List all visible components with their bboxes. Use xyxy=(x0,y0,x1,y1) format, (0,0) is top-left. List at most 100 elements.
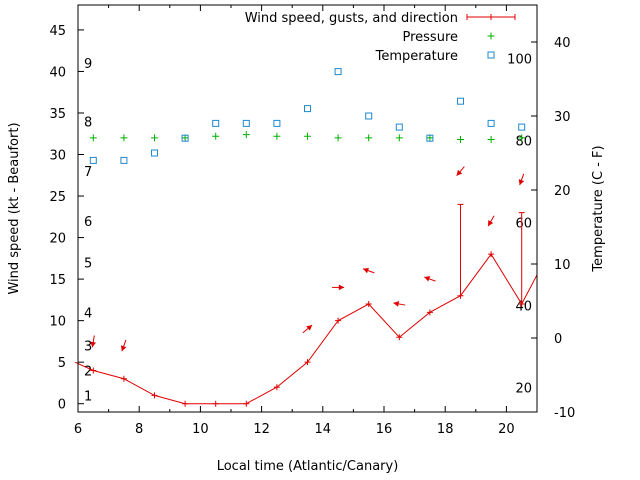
y-tick-label: 25 xyxy=(49,190,66,205)
temperature-point xyxy=(518,123,526,131)
wind-speed-point xyxy=(396,334,403,341)
beaufort-label: 9 xyxy=(84,57,92,72)
beaufort-label: 2 xyxy=(84,364,92,379)
x-tick-label: 8 xyxy=(135,422,143,437)
wind-speed-point xyxy=(182,400,189,407)
temperature-point xyxy=(395,123,403,131)
legend-pressure-marker xyxy=(487,32,495,40)
wind-speed-line xyxy=(74,253,538,405)
wind-direction-arrowhead xyxy=(488,220,494,227)
temperature-point xyxy=(273,119,281,127)
y2-tick-label: 0 xyxy=(554,332,562,347)
temperature-point xyxy=(334,68,342,76)
wind-speed-point xyxy=(90,367,97,374)
wind-direction-arrowhead xyxy=(393,301,400,307)
pressure-point xyxy=(242,131,250,139)
fahrenheit-label: 40 xyxy=(515,299,532,314)
y-tick-label: 10 xyxy=(49,315,66,330)
wind-direction-arrowhead xyxy=(424,276,431,282)
legend-wind-label: Wind speed, gusts, and direction xyxy=(245,11,458,26)
wind-direction-arrowhead xyxy=(363,267,369,274)
beaufort-label: 7 xyxy=(84,165,92,180)
y2-axis-title: Temperature (C - F) xyxy=(591,145,606,272)
x-tick-label: 10 xyxy=(192,422,209,437)
temperature-point xyxy=(181,134,189,142)
x-tick-label: 12 xyxy=(253,422,270,437)
temperature-point xyxy=(151,149,158,157)
y-tick-label: 30 xyxy=(49,149,66,164)
pressure-point xyxy=(273,132,281,140)
y-tick-label: 0 xyxy=(58,398,66,413)
temperature-point xyxy=(304,105,311,113)
pressure-point xyxy=(334,134,342,142)
fahrenheit-label: 80 xyxy=(515,134,532,149)
y2-tick-label: 10 xyxy=(554,258,571,273)
fahrenheit-label: 20 xyxy=(515,382,532,397)
temperature-point xyxy=(365,112,373,120)
wind-direction-arrowhead xyxy=(90,341,97,348)
wind-speed-point xyxy=(304,359,311,366)
pressure-point xyxy=(151,134,158,142)
temperature-point xyxy=(487,119,495,127)
wind-speed-point xyxy=(243,400,250,407)
wind-direction-arrowhead xyxy=(120,345,127,352)
wind-speed-point xyxy=(426,309,433,316)
x-axis-title: Local time (Atlantic/Canary) xyxy=(217,459,399,474)
beaufort-label: 3 xyxy=(84,340,92,355)
beaufort-label: 4 xyxy=(84,306,92,321)
gust-bar xyxy=(457,203,464,296)
pressure-point xyxy=(304,132,311,140)
y2-tick-label: 40 xyxy=(554,36,571,51)
temperature-point xyxy=(120,156,128,164)
y-tick-label: 40 xyxy=(49,65,66,80)
beaufort-label: 5 xyxy=(84,256,92,271)
plot-frame xyxy=(77,4,538,413)
temperature-point xyxy=(457,97,464,105)
y-tick-label: 45 xyxy=(49,24,66,39)
y-tick-label: 15 xyxy=(49,273,66,288)
y-tick-label: 35 xyxy=(49,107,66,122)
wind-direction-arrowhead xyxy=(338,284,345,291)
pressure-point xyxy=(457,136,464,144)
wind-speed-point xyxy=(151,392,158,399)
wind-direction-arrowhead xyxy=(456,169,463,176)
legend-pressure-label: Pressure xyxy=(402,30,458,45)
y2-tick-label: 30 xyxy=(554,110,571,125)
pressure-point xyxy=(212,132,220,140)
pressure-point xyxy=(518,134,526,142)
pressure-point xyxy=(395,134,403,142)
beaufort-label: 1 xyxy=(84,389,92,404)
wind-speed-point xyxy=(273,384,280,391)
legend-temperature-marker xyxy=(487,51,495,59)
fahrenheit-label: 60 xyxy=(515,217,532,232)
temperature-point xyxy=(89,156,97,164)
wind-direction-arrowhead xyxy=(518,179,525,186)
temperature-point xyxy=(212,119,220,127)
legend-wind-marker xyxy=(466,14,516,20)
beaufort-label: 6 xyxy=(84,215,92,230)
legend-temperature-label: Temperature xyxy=(375,49,458,64)
wind-speed-point xyxy=(335,317,342,324)
y-axis-title: Wind speed (kt - Beaufort) xyxy=(7,122,22,294)
temperature-point xyxy=(426,134,434,142)
wind-direction-arrowhead xyxy=(306,325,313,331)
pressure-point xyxy=(89,134,97,142)
wind-speed-point xyxy=(488,251,495,258)
pressure-point xyxy=(487,136,495,144)
pressure-point xyxy=(365,134,373,142)
wind-speed-point xyxy=(120,375,127,382)
y2-tick-label: -10 xyxy=(554,406,575,421)
fahrenheit-label: 100 xyxy=(507,52,532,67)
y2-tick-label: 20 xyxy=(554,184,571,199)
x-tick-label: 14 xyxy=(315,422,332,437)
wind-speed-point xyxy=(365,301,372,308)
y-tick-label: 20 xyxy=(49,232,66,247)
x-tick-label: 20 xyxy=(498,422,515,437)
gust-bar xyxy=(518,212,525,305)
y-tick-label: 5 xyxy=(58,356,66,371)
x-tick-label: 16 xyxy=(376,422,393,437)
beaufort-label: 8 xyxy=(84,115,92,130)
x-tick-label: 18 xyxy=(437,422,454,437)
wind-speed-point xyxy=(212,400,219,407)
